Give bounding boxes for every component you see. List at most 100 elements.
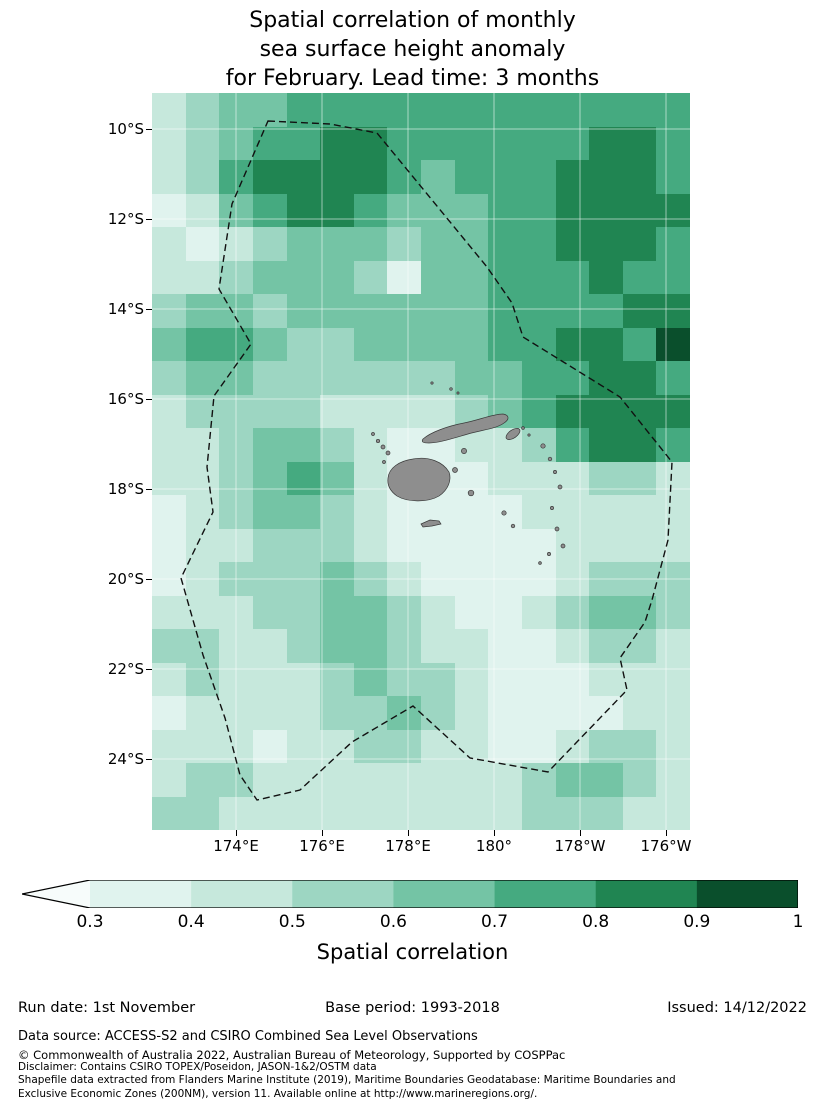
heatmap-cell — [185, 763, 220, 797]
heatmap-cell — [252, 595, 287, 629]
heatmap-cell — [521, 260, 556, 294]
heatmap-cell — [152, 428, 186, 462]
colorbar-svg — [21, 879, 799, 909]
lau-island — [560, 543, 566, 549]
heatmap-cell — [454, 595, 489, 629]
heatmap-cell — [252, 160, 287, 194]
heatmap-cell — [622, 595, 657, 629]
heatmap-cell — [353, 729, 388, 763]
heatmap-cell — [252, 796, 287, 830]
heatmap-cell — [589, 193, 623, 227]
heatmap-cell — [421, 763, 455, 797]
heatmap-cell — [589, 796, 623, 830]
heatmap-cell — [656, 495, 690, 529]
colorbar-tick-label: 0.7 — [481, 912, 509, 932]
colorbar-segment — [696, 880, 799, 908]
heatmap-cell — [555, 696, 590, 730]
heatmap-cell — [185, 662, 220, 696]
heatmap-cell — [454, 729, 489, 763]
heatmap-cell — [521, 729, 556, 763]
heatmap-cell — [521, 796, 556, 830]
heatmap-cell — [286, 662, 321, 696]
heatmap-cell — [387, 394, 421, 428]
heatmap-cell — [387, 729, 421, 763]
heatmap-cell — [656, 763, 690, 797]
heatmap-cell — [622, 696, 657, 730]
heatmap-cell — [387, 260, 421, 294]
heatmap-cell — [185, 126, 220, 160]
heatmap-cell — [421, 629, 455, 663]
viti-levu-island — [387, 457, 451, 502]
heatmap-cell — [622, 126, 657, 160]
colorbar-tick-label: 1 — [792, 912, 804, 932]
heatmap-cell — [622, 361, 657, 395]
small-island — [449, 387, 453, 391]
heatmap-cell — [521, 696, 556, 730]
colorbar-tick-label: 0.9 — [683, 912, 711, 932]
heatmap-cell — [555, 227, 590, 261]
colorbar-label: Spatial correlation — [316, 940, 509, 964]
heatmap-cell — [555, 662, 590, 696]
heatmap-cell — [320, 394, 354, 428]
heatmap-cell — [656, 126, 690, 160]
colorbar-segment — [90, 880, 192, 908]
heatmap-cell — [454, 160, 489, 194]
heatmap-cell — [320, 327, 354, 361]
heatmap-cell — [555, 595, 590, 629]
lau-island — [554, 526, 560, 532]
shapefile-text-line1: Shapefile data extracted from Flanders M… — [18, 1074, 676, 1086]
heatmap-cell — [521, 528, 556, 562]
heatmap-cell — [555, 160, 590, 194]
heatmap-cell — [555, 93, 590, 127]
heatmap-cell — [252, 428, 287, 462]
heatmap-cell — [622, 495, 657, 529]
heatmap-cell — [286, 327, 321, 361]
heatmap-cell — [589, 126, 623, 160]
y-tick-label: 16°S — [107, 390, 144, 408]
heatmap-cell — [421, 528, 455, 562]
heatmap-cell — [286, 260, 321, 294]
x-tick-mark — [494, 830, 496, 836]
heatmap-cell — [286, 763, 321, 797]
heatmap-cell — [421, 696, 455, 730]
colorbar-tick-label: 0.4 — [177, 912, 205, 932]
heatmap-cell — [589, 495, 623, 529]
heatmap-cell — [152, 227, 186, 261]
y-tick-mark — [146, 759, 152, 761]
x-tick-mark — [580, 830, 582, 836]
heatmap-cell — [421, 327, 455, 361]
heatmap-cell — [152, 160, 186, 194]
heatmap-cell — [521, 193, 556, 227]
heatmap-cell — [185, 260, 220, 294]
y-tick-label: 24°S — [107, 750, 144, 768]
heatmap-cell — [387, 294, 421, 328]
heatmap-cell — [185, 729, 220, 763]
heatmap-cell — [622, 528, 657, 562]
heatmap-cell — [656, 696, 690, 730]
heatmap-cell — [185, 696, 220, 730]
chart-title: Spatial correlation of monthly sea surfa… — [0, 6, 825, 93]
heatmap-cell — [286, 93, 321, 127]
graticule — [152, 93, 690, 830]
heatmap-cell — [252, 696, 287, 730]
heatmap-cell — [387, 193, 421, 227]
heatmap-cell — [622, 796, 657, 830]
heatmap-cell — [185, 796, 220, 830]
heatmap-cell — [521, 294, 556, 328]
heatmap-cell — [555, 394, 590, 428]
colorbar-arrow — [22, 880, 90, 908]
heatmap-cell — [387, 629, 421, 663]
heatmap-cell — [421, 160, 455, 194]
heatmap-cell — [589, 160, 623, 194]
heatmap-cell — [252, 327, 287, 361]
heatmap-cell — [387, 227, 421, 261]
heatmap-cell — [320, 763, 354, 797]
heatmap-cell — [454, 528, 489, 562]
y-tick-mark — [146, 219, 152, 221]
heatmap-cell — [353, 629, 388, 663]
heatmap-cell — [185, 160, 220, 194]
heatmap-cell — [387, 528, 421, 562]
heatmap-cell — [152, 796, 186, 830]
heatmap-cell — [152, 361, 186, 395]
